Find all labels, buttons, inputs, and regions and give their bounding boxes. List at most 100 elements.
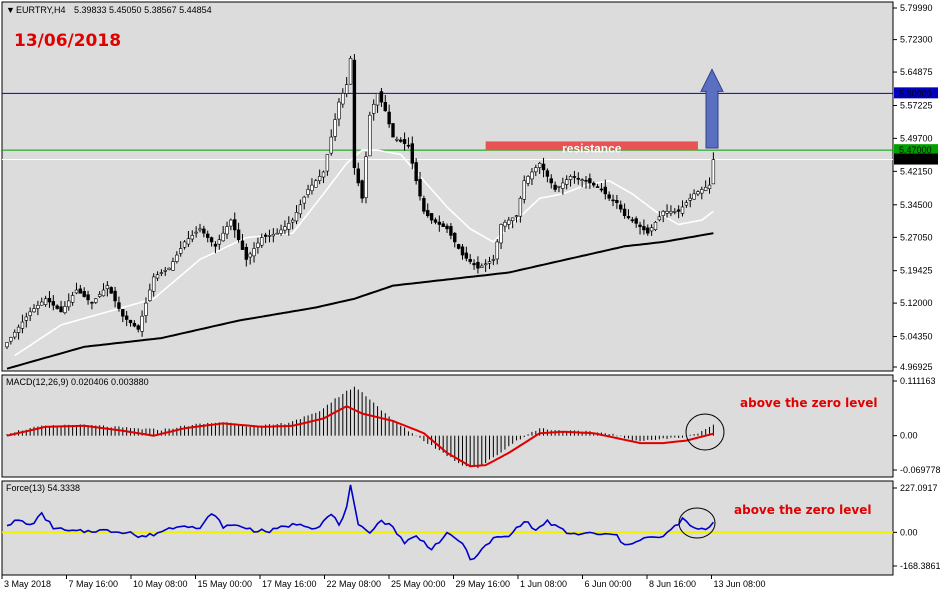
- candle-body: [132, 322, 137, 327]
- time-tick-label: 8 Jun 16:00: [649, 579, 696, 589]
- level-badge-blue: [894, 87, 938, 99]
- candle-body: [364, 156, 368, 198]
- candle-body: [40, 301, 44, 306]
- candle-body: [202, 228, 206, 234]
- candle-body: [383, 102, 387, 112]
- candle-body: [692, 193, 696, 200]
- force-tick-label: 0.00: [900, 527, 918, 537]
- time-tick-label: 29 May 16:00: [456, 579, 511, 589]
- force-series-group: [2, 484, 893, 561]
- macd-tick-label: -0.069778: [900, 465, 940, 475]
- candle-body: [32, 308, 36, 313]
- candle-body: [86, 294, 90, 301]
- candle-body: [375, 93, 380, 106]
- candle-body: [449, 226, 453, 236]
- candle-body: [634, 218, 638, 224]
- candle-body: [344, 84, 349, 94]
- price-tick-label: 5.12000: [900, 298, 933, 308]
- up-arrow-icon: [700, 68, 724, 149]
- price-panel[interactable]: [1, 1, 894, 372]
- candle-body: [595, 186, 600, 188]
- candle-body: [248, 253, 252, 258]
- candle-body: [298, 204, 303, 215]
- candle-body: [360, 180, 364, 199]
- candle-body: [171, 261, 175, 271]
- candle-body: [460, 246, 465, 256]
- candle-body: [121, 309, 125, 317]
- level-badge-label: 5.47000: [899, 145, 932, 155]
- candle-body: [553, 184, 557, 190]
- candle-body: [630, 219, 635, 222]
- candle-body: [198, 228, 202, 231]
- candle-body: [36, 305, 40, 309]
- candle-body: [55, 305, 59, 309]
- time-tick-label: 10 May 08:00: [133, 579, 188, 589]
- candle-body: [410, 143, 414, 164]
- candle-body: [580, 179, 584, 181]
- candle-body: [418, 179, 422, 197]
- candle-body: [163, 270, 167, 272]
- candle-body: [402, 139, 407, 144]
- candle-body: [310, 184, 314, 192]
- candle-body: [619, 204, 623, 210]
- candle-body: [74, 289, 79, 294]
- price-tick-label: 5.04350: [900, 332, 933, 342]
- candle-body: [588, 178, 592, 184]
- candle-body: [341, 93, 345, 105]
- candle-body: [657, 216, 662, 221]
- candle-body: [561, 182, 565, 189]
- candle-body: [348, 58, 353, 85]
- candle-body: [217, 239, 221, 245]
- candle-body: [144, 302, 148, 316]
- candle-body: [441, 223, 445, 227]
- candle-body: [43, 298, 48, 305]
- candle-body: [368, 114, 372, 157]
- candle-body: [140, 315, 144, 332]
- candle-body: [51, 301, 56, 306]
- candle-body: [387, 111, 391, 125]
- candle-body: [429, 213, 434, 221]
- price-tick-label: 5.49700: [900, 133, 933, 143]
- candle-body: [97, 294, 102, 297]
- force-title: Force(13) 54.3338: [6, 483, 80, 493]
- candle-body: [275, 232, 279, 235]
- candle-body: [541, 163, 546, 171]
- candle-body: [406, 144, 411, 147]
- price-tick-label: 4.96925: [900, 362, 933, 372]
- macd-series-group: [6, 386, 725, 469]
- force-highlight-circle: [678, 507, 716, 539]
- fast-ma-line: [14, 149, 714, 357]
- candle-body: [260, 237, 264, 246]
- level-badge-label: 5.60000: [899, 88, 932, 98]
- candle-body: [592, 182, 596, 186]
- candle-body: [209, 237, 214, 243]
- candle-body: [124, 315, 129, 320]
- candle-body: [526, 176, 530, 184]
- macd-panel[interactable]: [1, 374, 894, 478]
- candle-body: [113, 290, 117, 302]
- candle-body: [379, 91, 384, 103]
- candle-body: [468, 258, 472, 262]
- force-panel[interactable]: [1, 480, 894, 576]
- candle-body: [329, 136, 333, 154]
- candle-body: [395, 138, 399, 141]
- candle-body: [236, 229, 241, 241]
- macd-tick-label: 0.00: [900, 431, 918, 441]
- candle-body: [453, 232, 457, 243]
- candle-body: [638, 224, 642, 227]
- candle-body: [28, 311, 32, 316]
- candle-body: [572, 176, 577, 178]
- candle-body: [101, 289, 106, 297]
- candle-body: [267, 235, 272, 237]
- candle-body: [653, 221, 658, 230]
- candle-body: [483, 263, 488, 266]
- time-tick-label: 6 Jun 00:00: [585, 579, 632, 589]
- candle-body: [287, 223, 291, 230]
- candle-body: [314, 180, 318, 188]
- candle-body: [545, 170, 550, 177]
- candle-body: [194, 231, 198, 234]
- candle-body: [665, 211, 669, 214]
- candle-body: [337, 101, 341, 120]
- price-tick-label: 5.79990: [900, 3, 933, 13]
